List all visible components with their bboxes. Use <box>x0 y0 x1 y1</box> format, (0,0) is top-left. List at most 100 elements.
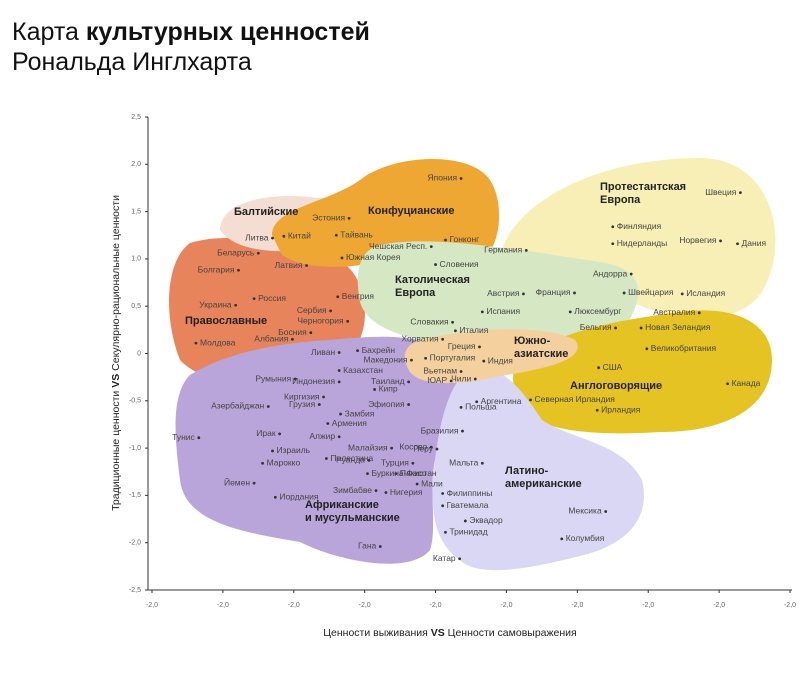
point-label: Япония <box>428 173 458 183</box>
point-label: Марокко <box>267 457 301 467</box>
point <box>441 504 445 508</box>
point-label: Мальта <box>449 457 478 467</box>
point-label: Германия <box>484 245 523 255</box>
zone-area <box>272 158 500 267</box>
point-label: Нигерия <box>390 487 423 497</box>
point <box>444 238 447 242</box>
point <box>611 225 615 229</box>
point-label: Косово <box>399 441 427 451</box>
zone-label: Европа <box>600 194 641 206</box>
zone-area <box>498 158 776 318</box>
point-label: Молдова <box>200 337 236 347</box>
point <box>346 319 350 323</box>
zone-area <box>175 336 471 564</box>
point <box>390 446 394 450</box>
point <box>337 351 341 354</box>
point-label: Бразилия <box>421 425 459 435</box>
point-label: Франция <box>536 287 571 297</box>
point <box>449 379 453 383</box>
zone-label: Латино- <box>505 465 549 477</box>
point <box>336 295 340 299</box>
point-label: Эфиопия <box>368 399 405 409</box>
y-tick-label: -2,0 <box>129 540 141 547</box>
point-label: Босния <box>278 327 307 337</box>
point <box>261 461 264 465</box>
title-part: Рональда Инглхарта <box>12 48 252 76</box>
point <box>480 310 484 314</box>
point <box>410 358 413 362</box>
point <box>451 320 454 324</box>
point-label: Норвегия <box>679 235 717 245</box>
point <box>317 403 321 406</box>
point-label: Эстония <box>312 212 345 222</box>
point <box>697 311 701 315</box>
x-tick-label: -2,0 <box>642 602 654 609</box>
zone-area <box>513 310 772 434</box>
point <box>407 403 411 406</box>
point <box>347 216 351 220</box>
y-tick-label: 1,5 <box>131 208 141 215</box>
point-label: Венгрия <box>342 291 375 301</box>
point-label: Колумбия <box>566 533 605 543</box>
title-part: культурных ценностей <box>86 18 370 46</box>
point-label: Филиппины <box>447 488 493 498</box>
y-tick-label: -0,5 <box>129 398 141 405</box>
point-label: Швейцария <box>628 287 674 297</box>
point-label: Черногория <box>297 316 344 326</box>
y-tick-label: 2,5 <box>131 114 141 121</box>
axis-title-part: VS <box>431 627 445 639</box>
point-label: Малайзия <box>348 442 388 452</box>
point-label: Кипр <box>379 384 398 394</box>
point <box>522 292 525 296</box>
point <box>394 472 398 476</box>
point-label: Иордания <box>279 492 318 502</box>
point <box>441 492 445 495</box>
point-label: Катар <box>433 553 456 563</box>
point-label: Турция <box>381 457 409 467</box>
point <box>334 233 338 237</box>
point-label: Казахстан <box>343 365 383 375</box>
point <box>459 406 463 409</box>
zone-area <box>169 237 366 440</box>
x-axis-title: Ценности выживания VS Ценности самовыраж… <box>323 627 576 639</box>
point-label: Буркина-Фасо <box>372 468 428 478</box>
point-label: Гана <box>358 541 377 551</box>
point-label: ЮАР <box>427 375 447 385</box>
point <box>529 398 532 402</box>
point-label: Беларусь <box>217 247 255 257</box>
point-label: Австралия <box>653 307 695 317</box>
point-label: Мали <box>421 478 443 488</box>
point-label: Мексика <box>568 506 602 516</box>
point <box>461 429 464 433</box>
point <box>339 412 342 416</box>
zone-label: азиатские <box>514 348 568 360</box>
y-tick-label: 2,0 <box>131 161 141 168</box>
point-label: Чили <box>451 373 471 383</box>
point-label: Дания <box>742 238 767 248</box>
point-label: Канада <box>732 378 761 388</box>
point <box>411 461 415 465</box>
x-tick-label: -2,0 <box>571 602 583 609</box>
x-tick-label: -2,0 <box>359 602 371 609</box>
y-axis-title: Традиционные ценности VS Секулярно-рацио… <box>110 195 122 511</box>
point <box>475 400 479 404</box>
point <box>560 537 564 541</box>
point-label: Италия <box>459 325 488 335</box>
point <box>429 245 433 249</box>
zone-label: Протестантская <box>600 181 686 193</box>
point <box>266 405 270 408</box>
point-label: Пакистан <box>400 468 437 478</box>
point <box>680 292 684 296</box>
point <box>324 457 328 460</box>
point <box>234 303 238 307</box>
point <box>337 435 341 439</box>
point-label: Киргизия <box>284 391 320 401</box>
point-label: Литва <box>245 232 269 242</box>
point-label: Ирак <box>256 428 276 438</box>
point <box>384 491 388 494</box>
point-label: Люксембург <box>574 306 621 316</box>
point <box>322 395 325 399</box>
point <box>293 377 297 381</box>
point-label: Тринидад <box>449 527 487 537</box>
